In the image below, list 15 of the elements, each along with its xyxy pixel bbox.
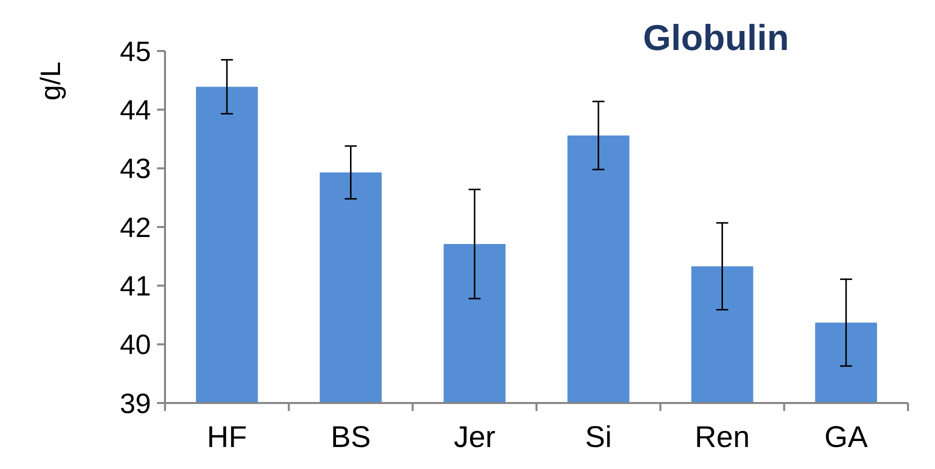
y-axis-title: g/L — [35, 62, 66, 100]
y-tick-label: 45 — [120, 36, 151, 67]
y-tick-label: 41 — [120, 270, 151, 302]
y-tick-label: 40 — [120, 329, 151, 360]
y-tick-label: 44 — [120, 94, 151, 126]
chart-title: Globulin — [643, 17, 789, 58]
x-tick-label: GA — [824, 421, 868, 454]
y-tick-label: 42 — [120, 212, 151, 243]
x-tick-label: BS — [330, 421, 371, 454]
x-tick-label: Ren — [694, 421, 750, 454]
x-tick-label: HF — [206, 421, 247, 454]
x-tick-label: Jer — [454, 421, 496, 454]
y-tick-label: 39 — [120, 388, 151, 419]
y-tick-label: 43 — [120, 153, 151, 184]
x-tick-label: Si — [585, 421, 612, 454]
